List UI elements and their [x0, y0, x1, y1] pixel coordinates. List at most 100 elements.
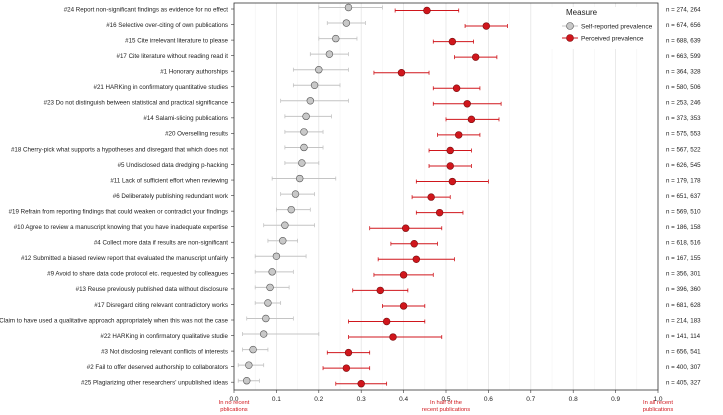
- self-reported-point: [262, 314, 270, 323]
- perceived-point: [446, 162, 454, 170]
- y-tick-label: #1 Honorary authorships: [160, 69, 228, 76]
- self-reported-point: [310, 81, 319, 89]
- sample-size-label: n = 656, 541: [666, 348, 701, 355]
- sample-size-label: n = 674, 656: [666, 22, 701, 29]
- x-tick-label: 0.0: [229, 396, 238, 403]
- perceived-point: [344, 348, 353, 357]
- sample-size-label: n = 396, 360: [666, 286, 701, 293]
- legend-self-label: Self-reported prevalence: [581, 24, 653, 31]
- y-tick-label: #5 Undisclosed data dredging p-hacking: [118, 162, 229, 169]
- sample-size-label: n = 567, 522: [666, 146, 701, 153]
- perceived-point: [482, 22, 490, 30]
- sample-size-label: n = 681, 628: [666, 302, 701, 309]
- sample-size-label: n = 651, 637: [666, 193, 701, 200]
- y-tick-label: #2 Fail to offer deserved authorship to …: [87, 364, 228, 371]
- self-reported-point: [279, 237, 287, 245]
- sample-size-label: n = 618, 516: [666, 240, 701, 247]
- self-reported-point: [296, 174, 304, 183]
- perceived-point: [448, 177, 457, 186]
- self-reported-point: [300, 143, 308, 152]
- sample-size-label: n = 356, 301: [666, 271, 701, 278]
- self-reported-point: [300, 128, 308, 136]
- self-reported-point: [266, 283, 274, 292]
- legend: Measure Self-reported prevalence Perceiv…: [548, 7, 656, 49]
- sample-size-label: n = 626, 545: [666, 162, 701, 169]
- self-reported-point: [325, 50, 334, 58]
- self-reported-point: [287, 205, 295, 214]
- perceived-point: [427, 193, 435, 201]
- x-tick-label: 0.6: [484, 396, 493, 403]
- y-tick-label: #17 Disregard citing relevant contradict…: [94, 302, 228, 309]
- perceived-point: [423, 6, 431, 15]
- self-reported-point: [249, 345, 257, 354]
- self-reported-point: [344, 3, 353, 12]
- perceived-point: [410, 240, 418, 248]
- perceived-point: [402, 224, 410, 232]
- x-tick-label: 1.0: [653, 396, 662, 403]
- perceived-point: [446, 146, 454, 155]
- x-annotation-label: In all recent: [643, 400, 673, 406]
- perceived-point: [357, 380, 365, 388]
- legend-background: [548, 7, 656, 49]
- sample-size-label: n = 141, 114: [666, 333, 701, 340]
- x-annotation-label: In no recent: [219, 400, 250, 406]
- y-tick-label: #9 Avoid to share data code protocol etc…: [47, 271, 228, 278]
- perceived-point: [397, 68, 406, 77]
- x-annotation-label: recent publications: [422, 407, 470, 413]
- legend-perceived-label: Perceived prevalence: [581, 36, 644, 43]
- labels-layer: 0.0 0.1 0.2 0.3 0.4 0.5 0.6 0.7 0.8 0.9 1.0 In no r…: [0, 6, 701, 413]
- self-reported-point: [268, 268, 276, 276]
- perceived-point: [376, 286, 384, 295]
- marks-layer: [237, 3, 508, 388]
- x-tick-label: 0.1: [272, 396, 281, 403]
- y-tick-label: #23 Do not distinguish between statistic…: [44, 100, 229, 107]
- perceived-point: [471, 53, 480, 61]
- sample-size-label: n = 179, 178: [666, 177, 701, 184]
- legend-self-marker: [566, 22, 574, 30]
- sample-size-label: n = 405, 327: [666, 380, 701, 387]
- self-reported-point: [243, 377, 251, 385]
- perceived-point: [399, 302, 408, 310]
- y-tick-label: #25 Plagiarizing other researchers' unpu…: [81, 380, 228, 387]
- y-tick-label: #22 HARKing in confirmatory qualitative …: [100, 333, 228, 340]
- y-tick-label: #6 Deliberately publishing redundant wor…: [113, 193, 229, 200]
- perceived-point: [448, 37, 457, 46]
- sample-size-label: n = 580, 506: [666, 84, 701, 91]
- legend-perceived-marker: [566, 34, 574, 42]
- perceived-point: [463, 100, 471, 108]
- self-reported-point: [332, 34, 340, 43]
- y-tick-label: #15 Cite irrelevant literature to please: [125, 37, 228, 44]
- perceived-point: [382, 317, 391, 326]
- y-tick-label: #17 Cite literature without reading read…: [117, 53, 229, 60]
- sample-size-label: n = 373, 353: [666, 115, 701, 122]
- x-annotation-label: publications: [643, 407, 674, 413]
- sample-size-label: n = 274, 264: [666, 6, 701, 13]
- x-tick-label: 0.8: [569, 396, 578, 403]
- y-tick-label: #13 Reuse previously published data with…: [76, 286, 229, 293]
- y-tick-label: #12 Submitted a biased review report tha…: [21, 255, 229, 262]
- self-reported-point: [291, 190, 300, 198]
- perceived-point: [399, 271, 408, 279]
- y-tick-label: #8 Claim to have used a qualitative appr…: [0, 317, 229, 324]
- y-tick-label: #14 Salami-slicing publications: [143, 115, 228, 122]
- y-tick-label: #3 Not disclosing relevant conflicts of …: [101, 348, 228, 355]
- self-reported-point: [306, 97, 315, 105]
- y-tick-label: #4 Collect more data if results are non-…: [94, 240, 228, 247]
- x-tick-label: 0.3: [357, 396, 366, 403]
- y-tick-label: #24 Report non-significant findings as e…: [64, 6, 229, 13]
- sample-size-label: n = 688, 639: [666, 37, 701, 44]
- legend-title: Measure: [566, 8, 598, 17]
- sample-size-label: n = 167, 155: [666, 255, 701, 262]
- x-tick-label: 0.9: [611, 396, 620, 403]
- perceived-point: [342, 364, 351, 372]
- self-reported-point: [315, 65, 323, 74]
- self-reported-point: [302, 112, 310, 121]
- self-reported-point: [259, 330, 268, 338]
- sample-size-label: n = 214, 183: [666, 317, 701, 324]
- grid-layer: [233, 3, 659, 390]
- y-tick-label: #21 HARKing in confirmatory quantitative…: [94, 84, 228, 91]
- sample-size-label: n = 575, 553: [666, 131, 701, 138]
- perceived-point: [467, 115, 476, 124]
- x-tick-label: 0.5: [441, 396, 450, 403]
